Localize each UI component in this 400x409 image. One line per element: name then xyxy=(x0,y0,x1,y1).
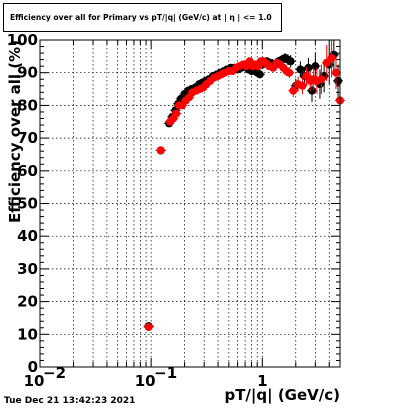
y-tick-label: 10 xyxy=(17,325,38,343)
data-series xyxy=(143,40,345,332)
x-tick-label: 10 xyxy=(135,372,156,390)
data-point xyxy=(156,146,165,155)
grid-lines xyxy=(40,40,340,367)
x-tick-exponent: −1 xyxy=(154,364,177,382)
x-tick-exponent: −2 xyxy=(43,364,66,382)
data-point xyxy=(285,68,294,77)
data-point xyxy=(317,75,326,84)
data-point xyxy=(298,81,307,90)
y-tick-label: 80 xyxy=(17,96,38,114)
y-tick-label: 50 xyxy=(17,195,38,213)
data-point xyxy=(144,323,153,332)
series-1 xyxy=(143,40,345,332)
data-point xyxy=(289,86,298,95)
timestamp: Tue Dec 21 13:42:23 2021 xyxy=(4,396,136,406)
data-point xyxy=(322,58,331,67)
data-point xyxy=(331,68,340,77)
x-axis-title: pT/|q| (GeV/c) xyxy=(224,386,340,405)
y-tick-label: 40 xyxy=(17,227,38,245)
y-axis-title: Efficiency over all (%) xyxy=(6,40,24,223)
y-tick-label: 30 xyxy=(17,260,38,278)
data-point xyxy=(311,62,320,71)
data-point xyxy=(304,63,313,72)
data-point xyxy=(296,65,305,74)
y-tick-label: 0 xyxy=(28,358,38,376)
x-tick-label: 10 xyxy=(24,372,45,390)
y-tick-label: 60 xyxy=(17,162,38,180)
y-tick-label: 100 xyxy=(7,31,38,49)
data-point xyxy=(334,76,343,85)
chart-title: Efficiency over all for Primary vs pT/|q… xyxy=(3,3,282,32)
y-tick-label: 90 xyxy=(17,64,38,82)
x-tick-label: 1 xyxy=(257,372,267,390)
y-tick-label: 70 xyxy=(17,129,38,147)
y-tick-label: 20 xyxy=(17,293,38,311)
data-point xyxy=(172,109,181,118)
data-point xyxy=(286,57,295,66)
data-point xyxy=(327,53,336,62)
plot-frame xyxy=(39,39,341,368)
data-point xyxy=(255,70,264,79)
data-point xyxy=(308,86,317,95)
